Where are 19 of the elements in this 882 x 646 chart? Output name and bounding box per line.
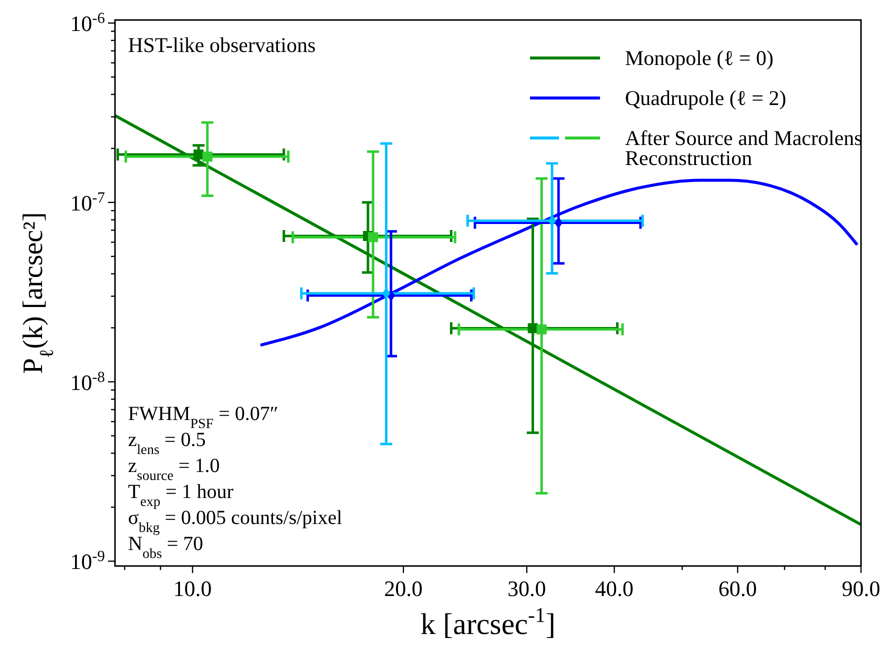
legend-label: Monopole (ℓ = 0) (625, 46, 774, 70)
annotation: z$_{lens}$ = 0.5 (128, 429, 206, 458)
x-tick-label: 60.0 (718, 576, 757, 601)
legend-label: After Source and Macrolens Reconstruction (625, 126, 862, 170)
annotation: z$_{source}$ = 1.0 (128, 455, 220, 484)
y-tick-label: 10$^{-8}$ (70, 368, 106, 395)
x-tick-label: 40.0 (595, 576, 634, 601)
x-tick-label: 20.0 (384, 576, 423, 601)
x-tick-label: 30.0 (508, 576, 546, 601)
x-axis-title: k [arcsec$^{-1}$] (420, 603, 556, 641)
legend-label: Quadrupole (ℓ = 2) (625, 86, 786, 110)
y-tick-label: 10$^{-6}$ (70, 10, 106, 36)
y-tick-label: 10$^{-7}$ (70, 188, 106, 216)
x-tick-label: 90.0 (842, 576, 880, 601)
annotation: HST-like observations (128, 33, 316, 57)
x-tick-label: 10.0 (173, 576, 212, 601)
annotation: FWHM$_{PSF}$ = 0.07″ (128, 403, 278, 432)
annotation: T$_{exp}$ = 1 hour (128, 481, 234, 510)
y-tick-label: 10$^{-9}$ (70, 548, 106, 574)
